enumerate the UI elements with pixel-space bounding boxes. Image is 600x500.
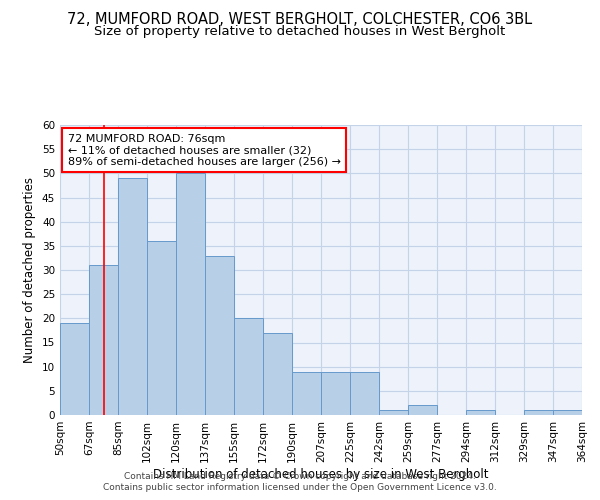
Text: 72 MUMFORD ROAD: 76sqm
← 11% of detached houses are smaller (32)
89% of semi-det: 72 MUMFORD ROAD: 76sqm ← 11% of detached… [68,134,341,167]
Text: Contains HM Land Registry data © Crown copyright and database right 2024.: Contains HM Land Registry data © Crown c… [124,472,476,481]
Bar [408,406,437,415]
Bar [89,265,118,415]
Bar [118,178,147,415]
Bar [234,318,263,415]
Bar [60,323,89,415]
Bar [292,372,321,415]
Bar [350,372,379,415]
X-axis label: Distribution of detached houses by size in West Bergholt: Distribution of detached houses by size … [153,468,489,480]
Bar [176,174,205,415]
Y-axis label: Number of detached properties: Number of detached properties [23,177,37,363]
Bar [379,410,408,415]
Bar [147,241,176,415]
Bar [263,333,292,415]
Bar [321,372,350,415]
Text: Size of property relative to detached houses in West Bergholt: Size of property relative to detached ho… [94,25,506,38]
Text: Contains public sector information licensed under the Open Government Licence v3: Contains public sector information licen… [103,484,497,492]
Bar [466,410,495,415]
Bar [524,410,553,415]
Text: 72, MUMFORD ROAD, WEST BERGHOLT, COLCHESTER, CO6 3BL: 72, MUMFORD ROAD, WEST BERGHOLT, COLCHES… [67,12,533,28]
Bar [553,410,582,415]
Bar [205,256,234,415]
